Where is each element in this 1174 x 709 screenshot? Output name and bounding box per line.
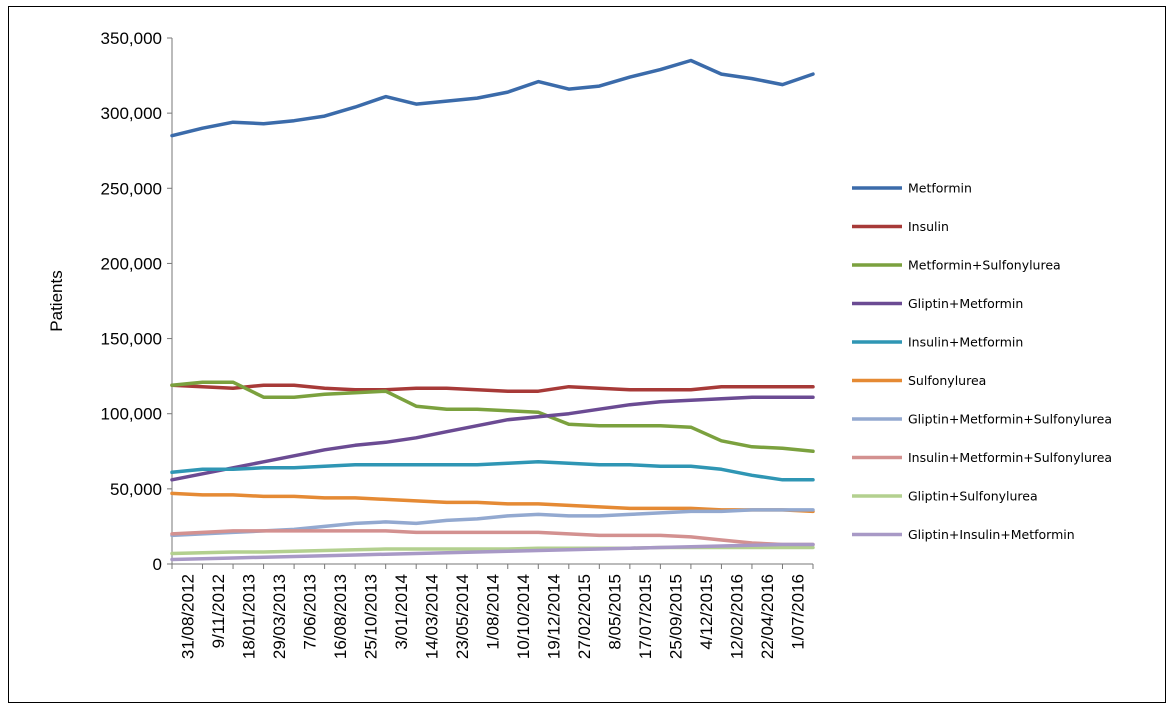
x-tick-label: 25/10/2013 (361, 574, 380, 659)
x-tick-label: 9/11/2012 (209, 574, 228, 648)
y-axis-label: Patients (47, 270, 66, 331)
chart-frame (8, 6, 1166, 703)
y-tick-label: 300,000 (101, 104, 162, 123)
x-tick-label: 22/04/2016 (758, 574, 777, 659)
x-tick-label: 1/07/2016 (789, 574, 808, 650)
legend-label: Gliptin+Metformin (908, 296, 1023, 311)
x-tick-label: 3/01/2014 (392, 574, 411, 650)
series-line-7 (170, 529, 815, 547)
x-tick-label: 7/06/2013 (300, 574, 319, 650)
y-tick-label: 250,000 (101, 179, 162, 198)
legend-label: Gliptin+Metformin+Sulfonylurea (908, 412, 1112, 427)
y-tick-label: 0 (153, 555, 162, 574)
y-tick-label: 100,000 (101, 405, 162, 424)
legend-label: Insulin (908, 219, 949, 234)
legend-label: Gliptin+Sulfonylurea (908, 489, 1038, 504)
legend-label: Sulfonylurea (908, 373, 986, 388)
y-tick-label: 200,000 (101, 254, 162, 273)
x-tick-label: 18/01/2013 (239, 574, 258, 659)
legend-label: Metformin (908, 181, 972, 196)
series-line-4 (170, 460, 815, 482)
y-tick-label: 350,000 (101, 29, 162, 48)
legend-label: Gliptin+Insulin+Metformin (908, 527, 1075, 542)
x-axis: 31/08/2012 9/11/2012 18/01/2013 29/03/2013 7… (171, 563, 814, 659)
x-tick-label: 1/08/2014 (484, 574, 503, 650)
x-tick-label: 4/12/2015 (697, 574, 716, 650)
y-tick-label: 50,000 (110, 480, 162, 499)
series-line-1 (170, 383, 815, 393)
series-line-0 (170, 58, 815, 138)
x-tick-label: 17/07/2015 (636, 574, 655, 659)
x-tick-label: 29/03/2013 (270, 574, 289, 659)
legend-label: Metformin+Sulfonylurea (908, 258, 1061, 273)
series-line-3 (170, 395, 815, 482)
legend: Metformin Insulin Metformin+Sulfonylurea Gl… (852, 181, 1112, 542)
y-tick-label: 150,000 (101, 330, 162, 349)
x-tick-label: 19/12/2014 (545, 574, 564, 659)
series-line-2 (170, 380, 815, 454)
x-tick-label: 31/08/2012 (178, 574, 197, 659)
x-tick-label: 14/03/2014 (422, 574, 441, 659)
x-tick-label: 27/02/2015 (575, 574, 594, 659)
x-tick-label: 23/05/2014 (453, 574, 472, 659)
x-tick-label: 8/05/2015 (606, 574, 625, 650)
x-tick-label: 16/08/2013 (331, 574, 350, 659)
series-line-5 (170, 491, 815, 514)
series-lines (170, 58, 815, 562)
x-tick-label: 25/09/2015 (667, 574, 686, 659)
legend-label: Insulin+Metformin+Sulfonylurea (908, 450, 1112, 465)
y-axis: 0 50,000 100,000 150,000 200,000 250,000 300,0… (101, 29, 173, 574)
series-line-9 (170, 542, 815, 562)
x-tick-label: 12/02/2016 (728, 574, 747, 659)
legend-label: Insulin+Metformin (908, 335, 1023, 350)
x-tick-label: 10/10/2014 (514, 574, 533, 659)
